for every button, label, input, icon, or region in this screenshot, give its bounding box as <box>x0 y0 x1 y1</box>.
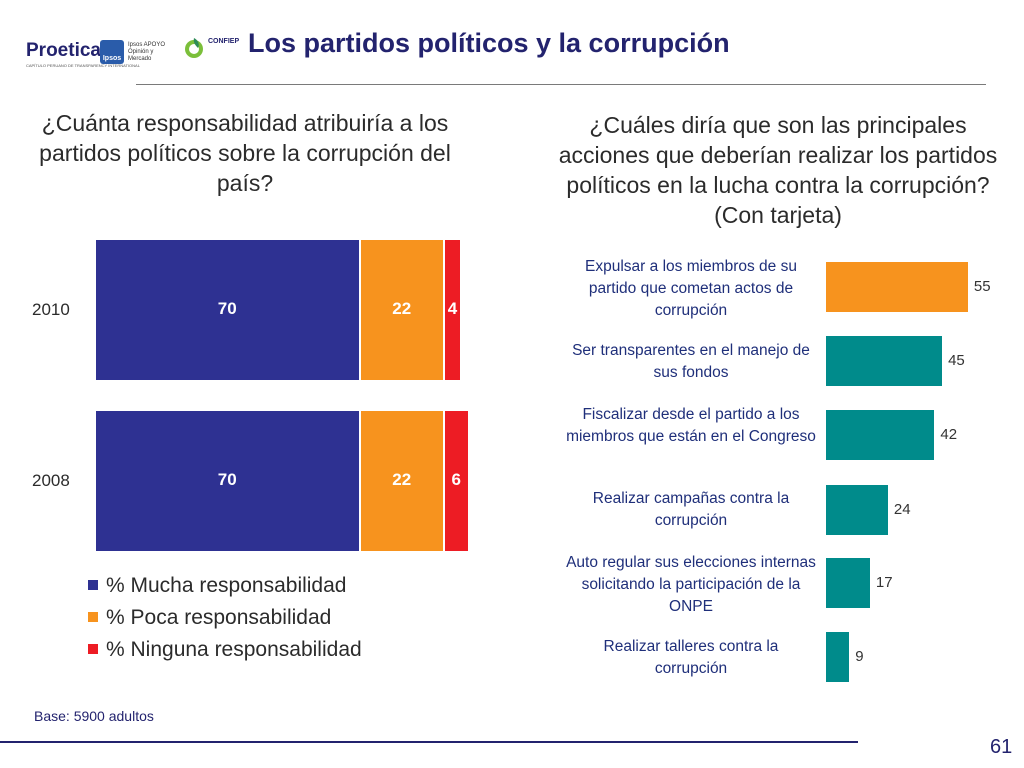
stack-value-2008-2: 6 <box>451 470 461 489</box>
legend-item-mucha: % Mucha responsabilidad <box>88 574 346 598</box>
year-label-2010: 2010 <box>32 300 70 319</box>
action-label-5: Realizar talleres contra la corrupción <box>603 638 779 677</box>
stack-segment-2008-2 <box>445 411 468 551</box>
action-value-3: 24 <box>893 501 911 518</box>
page-title: Los partidos políticos y la corrupción <box>248 28 730 58</box>
action-bar-5 <box>826 632 850 682</box>
footer-divider <box>0 741 858 743</box>
legend-swatch-mucha <box>88 580 98 590</box>
left-question: ¿Cuánta responsabilidad atribuiría a los… <box>39 110 451 196</box>
legend-swatch-ninguna <box>88 644 98 654</box>
stack-segment-2008-0 <box>96 411 359 551</box>
proetica-logo: Proetica CAPÍTULO PERUANO DE TRANSPARENC… <box>26 40 140 68</box>
action-value-2: 42 <box>940 426 958 443</box>
legend-item-poca: % Poca responsabilidad <box>88 606 331 630</box>
action-label-3: Realizar campañas contra la corrupción <box>592 490 790 529</box>
stack-segment-2008-1 <box>360 411 443 551</box>
base-note: Base: 5900 adultos <box>34 708 154 724</box>
stack-segment-2010-0 <box>96 240 359 380</box>
stack-segment-2010-1 <box>360 240 443 380</box>
apoyo-logo: Ipsos APOYO Opinión y Mercado <box>128 42 166 62</box>
right-question: ¿Cuáles diría que son las principales ac… <box>558 112 998 228</box>
action-bar-0 <box>826 262 968 312</box>
confiep-leaf-icon <box>185 38 203 58</box>
action-label-2: Fiscalizar desde el partido a los miembr… <box>566 406 816 445</box>
action-value-1: 45 <box>948 352 965 369</box>
action-label-4: Auto regular sus elecciones internas sol… <box>566 554 816 615</box>
year-label-2008: 2008 <box>32 471 70 490</box>
title-divider <box>136 84 986 85</box>
ipsos-logo: Ipsos <box>100 40 124 64</box>
action-bar-4 <box>826 558 870 608</box>
stack-value-2010-0: 70 <box>217 299 237 318</box>
legend-swatch-poca <box>88 612 98 622</box>
stack-value-2008-0: 70 <box>217 470 237 489</box>
stack-value-2008-1: 22 <box>392 470 412 489</box>
action-bar-3 <box>826 485 888 535</box>
legend-item-ninguna: % Ninguna responsabilidad <box>88 638 362 662</box>
stack-value-2010-1: 22 <box>392 299 412 318</box>
action-value-0: 55 <box>973 278 991 295</box>
action-bar-2 <box>826 410 935 460</box>
confiep-logo: CONFIEP <box>182 36 242 62</box>
action-value-4: 17 <box>875 574 893 591</box>
action-value-5: 9 <box>855 648 864 665</box>
action-label-0: Expulsar a los miembros de su partido qu… <box>585 258 797 319</box>
stack-segment-2010-2 <box>445 240 460 380</box>
page-number: 61 <box>990 736 1013 758</box>
action-label-1: Ser transparentes en el manejo de sus fo… <box>572 342 810 381</box>
stack-value-2010-2: 4 <box>447 299 458 318</box>
action-bar-1 <box>826 336 943 386</box>
